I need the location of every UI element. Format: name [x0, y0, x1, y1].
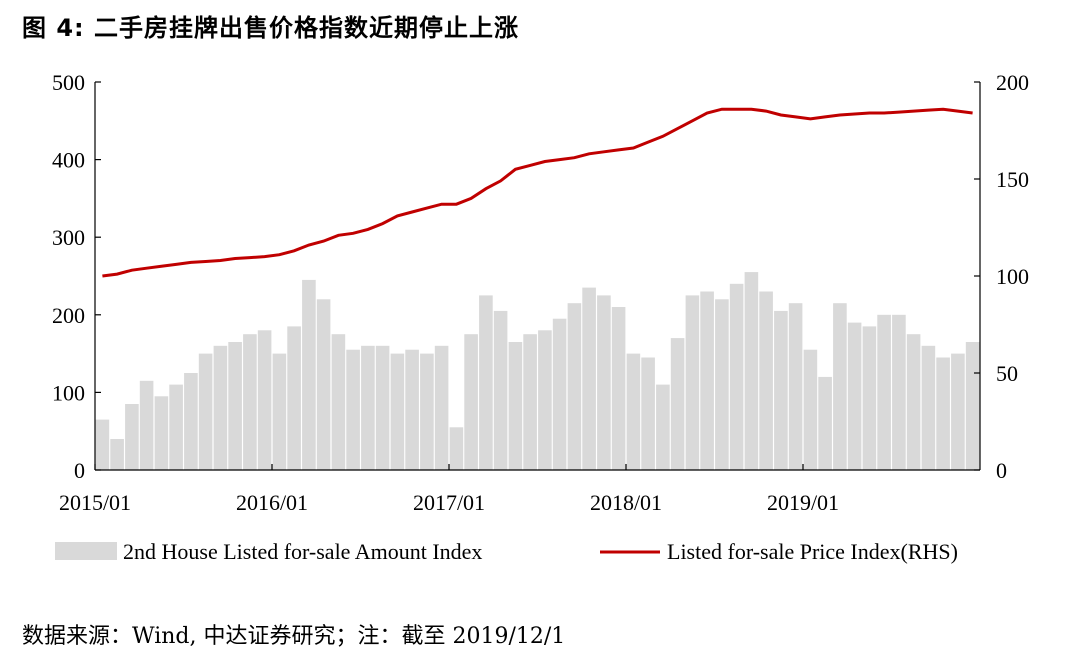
legend-bar-swatch	[55, 542, 117, 560]
right-y-tick-label: 200	[996, 70, 1029, 95]
amount-bar	[257, 330, 272, 470]
amount-bar	[641, 357, 655, 470]
amount-bar	[154, 396, 169, 470]
amount-bar	[213, 345, 228, 470]
amount-bar	[184, 373, 198, 470]
amount-bar	[936, 357, 950, 470]
amount-bar	[331, 334, 346, 470]
amount-bar	[582, 287, 596, 470]
amount-bar	[597, 295, 611, 470]
amount-bar	[611, 307, 626, 470]
amount-bar	[169, 384, 183, 470]
amount-bar	[877, 314, 891, 470]
amount-bar	[95, 419, 110, 470]
amount-bar	[361, 345, 375, 470]
amount-bar	[892, 314, 906, 470]
amount-bar	[390, 353, 405, 470]
amount-bar	[523, 334, 537, 470]
amount-bar	[803, 349, 818, 470]
right-y-tick-label: 0	[996, 458, 1007, 483]
x-tick-label: 2019/01	[767, 490, 839, 515]
chart: 0 100 200 300 400 500 0 50 100 150 200 2015/01 2016/…	[52, 70, 1029, 564]
amount-bar	[464, 334, 478, 470]
left-y-tick-label: 200	[52, 303, 85, 328]
left-y-tick-label: 0	[74, 458, 85, 483]
x-tick-label: 2016/01	[236, 490, 308, 515]
amount-bar	[685, 295, 700, 470]
amount-bar	[656, 384, 670, 470]
left-y-tick-label: 300	[52, 225, 85, 250]
figure-title: 图 4: 二手房挂牌出售价格指数近期停止上涨	[22, 14, 520, 42]
amount-bar	[272, 353, 287, 470]
amount-bar	[287, 326, 301, 470]
amount-bar	[729, 283, 744, 470]
amount-bar	[862, 326, 877, 470]
amount-bar	[493, 310, 508, 470]
amount-bar	[670, 338, 685, 470]
amount-bar	[110, 439, 124, 470]
amount-bar	[567, 303, 582, 470]
amount-bar	[847, 322, 862, 470]
right-y-tick-label: 150	[996, 167, 1029, 192]
right-y-tick-label: 100	[996, 264, 1029, 289]
amount-bar	[302, 279, 316, 470]
amount-bar	[818, 376, 832, 470]
amount-bar	[139, 380, 154, 470]
amount-bar	[243, 334, 257, 470]
amount-bar	[538, 330, 552, 470]
amount-bar	[626, 353, 641, 470]
amount-bar	[774, 310, 788, 470]
amount-bar	[965, 342, 980, 470]
amount-bar	[228, 342, 242, 470]
legend-line-label: Listed for-sale Price Index(RHS)	[667, 539, 958, 564]
amount-bar	[316, 299, 331, 470]
amount-bar	[744, 272, 759, 470]
source-note: 数据来源：Wind, 中达证券研究；注：截至 2019/12/1	[22, 624, 566, 649]
amount-bar	[951, 353, 965, 470]
legend: 2nd House Listed for-sale Amount Index L…	[55, 539, 958, 564]
amount-bar	[479, 295, 493, 470]
amount-bar	[420, 353, 434, 470]
left-y-tick-label: 400	[52, 148, 85, 173]
left-y-tick-label: 100	[52, 380, 85, 405]
amount-bar	[788, 303, 803, 470]
amount-bar	[449, 427, 464, 470]
x-tick-label: 2015/01	[59, 490, 131, 515]
amount-bar	[700, 291, 714, 470]
x-tick-label: 2017/01	[413, 490, 485, 515]
amount-bar	[508, 342, 523, 470]
amount-bar	[552, 318, 567, 470]
amount-bar	[833, 303, 847, 470]
price-index-line	[102, 107, 973, 278]
amount-bar	[906, 334, 921, 470]
amount-bar	[375, 345, 390, 470]
right-y-tick-label: 50	[996, 361, 1018, 386]
amount-bar	[125, 404, 139, 470]
amount-bar	[434, 345, 449, 470]
legend-bar-label: 2nd House Listed for-sale Amount Index	[123, 539, 482, 564]
amount-bar	[198, 353, 213, 470]
left-y-tick-label: 500	[52, 70, 85, 95]
amount-bar	[405, 349, 419, 470]
amount-bar	[759, 291, 773, 470]
amount-bar	[921, 345, 936, 470]
amount-bar	[715, 299, 729, 470]
amount-bar	[346, 349, 360, 470]
bars-layer	[95, 272, 980, 470]
x-tick-label: 2018/01	[590, 490, 662, 515]
axes-layer: 0 100 200 300 400 500 0 50 100 150 200 2015/01 2016/…	[52, 70, 1029, 515]
